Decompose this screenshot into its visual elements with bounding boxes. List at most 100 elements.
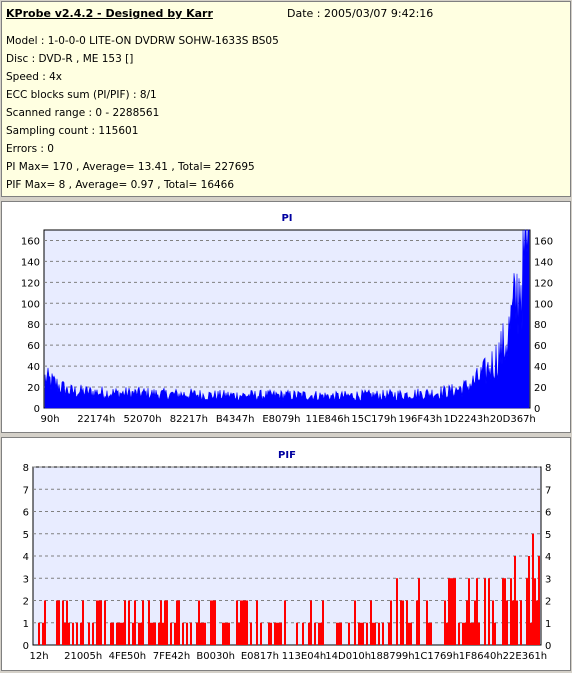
x-tick-label: 82217h [170, 414, 208, 425]
info-sampling: Sampling count : 115601 [6, 125, 139, 137]
x-tick-label: B0030h [196, 651, 235, 662]
pif-bar [426, 600, 428, 645]
pif-bar [474, 600, 476, 645]
x-tick-label: 1C1769h [414, 651, 459, 662]
pif-bar [478, 622, 480, 645]
x-tick-label: B4347h [216, 414, 255, 425]
pif-bar [148, 600, 150, 645]
pif-bar [82, 600, 84, 645]
pif-bar [200, 622, 202, 645]
x-tick-label: 7FE42h [153, 651, 191, 662]
pif-bar [494, 622, 496, 645]
pif-bar [370, 600, 372, 645]
x-tick-label: 12h [29, 651, 48, 662]
pif-bar [444, 600, 446, 645]
y-tick-label-left: 4 [23, 552, 29, 563]
pif-bar [112, 622, 114, 645]
pif-bar [152, 622, 154, 645]
y-tick-label-left: 120 [21, 278, 40, 289]
pif-bar [268, 622, 270, 645]
pif-bar [512, 600, 514, 645]
y-tick-label-right: 5 [545, 530, 551, 541]
pif-bar [210, 600, 212, 645]
pif-bar [132, 622, 134, 645]
pif-bar [176, 600, 178, 645]
pif-bar [336, 622, 338, 645]
pif-bar [468, 578, 470, 645]
pif-bar [100, 600, 102, 645]
pif-bar [140, 622, 142, 645]
pif-bar [536, 600, 538, 645]
x-tick-label: 14D010h [325, 651, 371, 662]
pif-bar [38, 622, 40, 645]
pif-bar [484, 578, 486, 645]
pif-bar [150, 622, 152, 645]
y-tick-label-right: 60 [534, 341, 547, 352]
y-tick-label-right: 40 [534, 362, 547, 373]
pif-bar [528, 556, 530, 645]
pif-bar [122, 622, 124, 645]
pif-bar [62, 600, 64, 645]
pif-bar [142, 600, 144, 645]
pif-bar [214, 600, 216, 645]
pif-bar [56, 600, 58, 645]
x-tick-label: E0817h [241, 651, 279, 662]
pif-bar [430, 622, 432, 645]
info-panel: KProbe v2.4.2 - Designed by Karr Date : … [1, 1, 571, 197]
y-tick-label-left: 0 [23, 641, 29, 652]
pif-bar [280, 622, 282, 645]
pif-bar [348, 622, 350, 645]
pif-bar [164, 600, 166, 645]
x-tick-label: 1D2243h [444, 414, 490, 425]
y-tick-label-right: 2 [545, 597, 551, 608]
y-tick-label-left: 60 [27, 341, 40, 352]
pif-bar [222, 622, 224, 645]
pif-bar [418, 578, 420, 645]
pif-bar [68, 622, 70, 645]
y-tick-label-right: 8 [545, 463, 551, 474]
pif-bar [396, 578, 398, 645]
pif-bar [402, 600, 404, 645]
pif-bar [170, 622, 172, 645]
pif-bar [534, 578, 536, 645]
info-pif-stats: PIF Max= 8 , Average= 0.97 , Total= 1646… [6, 179, 235, 191]
pif-bar [124, 600, 126, 645]
pif-bar [538, 556, 540, 645]
pif-bar [88, 622, 90, 645]
pif-bar [378, 622, 380, 645]
pif-bar [260, 622, 262, 645]
pif-bar [80, 622, 82, 645]
pif-bar [98, 600, 100, 645]
pif-bar [314, 622, 316, 645]
pif-bar [374, 622, 376, 645]
scan-date: Date : 2005/03/07 9:42:16 [287, 7, 434, 20]
pif-bar [530, 622, 532, 645]
pif-bar [472, 622, 474, 645]
pif-bar [128, 600, 130, 645]
info-range: Scanned range : 0 - 2288561 [6, 107, 160, 119]
info-ecc: ECC blocks sum (PI/PIF) : 8/1 [6, 89, 157, 101]
pif-bar [284, 600, 286, 645]
y-tick-label-left: 140 [21, 257, 40, 268]
pif-bar [44, 600, 46, 645]
pif-bar [160, 600, 162, 645]
pif-bar [338, 622, 340, 645]
y-tick-label-right: 0 [534, 404, 540, 415]
pi-chart-panel: PI 0 0 20 20 40 40 60 60 80 80 100 100 120 120 140 140 16… [1, 201, 571, 433]
pif-bar [92, 622, 94, 645]
pif-bar [256, 600, 258, 645]
pif-bar [502, 578, 504, 645]
info-errors: Errors : 0 [6, 143, 54, 155]
y-tick-label-left: 3 [23, 574, 29, 585]
pif-bar [454, 578, 456, 645]
pif-bar [526, 578, 528, 645]
pif-bar [446, 622, 448, 645]
pif-bar [358, 622, 360, 645]
pif-bar [506, 600, 508, 645]
x-tick-label: 196F43h [398, 414, 442, 425]
app-title: KProbe v2.4.2 - Designed by Karr [6, 7, 213, 20]
pif-bar [246, 600, 248, 645]
pif-bar [354, 600, 356, 645]
info-disc: Disc : DVD-R , ME 153 [] [6, 53, 134, 65]
pif-bar [202, 622, 204, 645]
